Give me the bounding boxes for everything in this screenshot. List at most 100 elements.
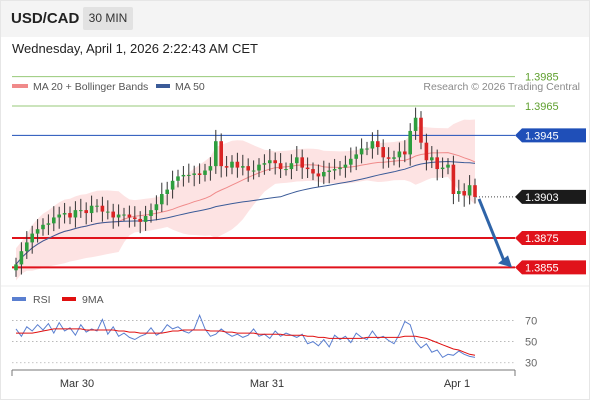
candle-body <box>30 233 34 243</box>
candle-body <box>435 157 439 170</box>
level-label-3: 1.3903 <box>525 192 559 204</box>
candle-body <box>397 151 402 158</box>
candle-body <box>311 169 315 174</box>
series-line-rsi <box>15 313 476 359</box>
x-tick-label-1: Mar 31 <box>250 378 284 390</box>
bollinger-band-area <box>16 119 475 281</box>
candle-body <box>316 173 321 177</box>
legend-label-rsi: RSI <box>33 294 51 306</box>
candle-body <box>230 161 234 168</box>
candle-body <box>462 191 466 196</box>
candle-body <box>289 163 294 170</box>
candle-body <box>192 173 196 175</box>
candle-body <box>392 157 396 159</box>
candle-body <box>327 170 331 172</box>
candle-body <box>413 117 418 131</box>
candle-body <box>203 170 207 175</box>
datetime-label: Wednesday, April 1, 2026 2:22:43 AM CET <box>12 41 258 56</box>
candle-body <box>268 160 272 164</box>
candle-body <box>127 214 132 218</box>
candle-body <box>41 224 45 230</box>
candle-body <box>165 189 169 194</box>
projection-arrow-shaft <box>477 198 507 264</box>
timeframe-badge[interactable]: 30 MIN <box>83 7 133 30</box>
candle-body <box>106 211 110 213</box>
legend-label-ma20: MA 20 + Bollinger Bands <box>33 81 148 93</box>
candle-body <box>241 166 245 168</box>
candle-body <box>473 185 477 197</box>
candle-body <box>84 210 88 214</box>
candle-body <box>133 217 137 219</box>
candle-body <box>73 210 78 218</box>
candle-body <box>305 167 310 170</box>
candle-body <box>403 151 407 155</box>
candle-body <box>62 213 67 215</box>
candle-body <box>138 218 142 222</box>
candle-body <box>251 170 256 172</box>
candle-body <box>143 216 148 222</box>
candle-body <box>14 264 18 271</box>
level-label-2: 1.3945 <box>525 130 559 142</box>
candle-body <box>257 164 261 171</box>
candle-body <box>68 213 72 218</box>
candle-body <box>359 148 364 155</box>
candle-body <box>35 229 40 234</box>
candle-body <box>187 174 191 176</box>
candle-body <box>95 205 99 207</box>
copyright-label: Research © 2026 Trading Central <box>423 81 580 93</box>
legend-swatch-ma50 <box>156 84 170 88</box>
candle-body <box>408 130 412 155</box>
candle-body <box>160 194 164 205</box>
candle-body <box>111 211 115 218</box>
legend-swatch-rsi <box>12 297 26 301</box>
rsi-tick-70: 70 <box>525 315 537 327</box>
projection-arrow-head <box>498 255 512 268</box>
candle-body <box>365 148 369 150</box>
legend-label-9ma: 9MA <box>82 294 104 306</box>
candle-body <box>322 172 326 177</box>
candle-body <box>57 214 61 218</box>
candle-body <box>370 141 375 149</box>
candle-body <box>214 141 218 167</box>
candle-body <box>300 157 304 168</box>
candle-body <box>376 141 380 148</box>
candle-body <box>149 210 153 216</box>
legend-swatch-9ma <box>62 297 76 301</box>
candle-body <box>170 180 175 190</box>
candle-body <box>89 205 94 214</box>
x-tick-label-0: Mar 30 <box>60 378 94 390</box>
candle-body <box>208 166 213 171</box>
candle-body <box>295 157 299 164</box>
candle-body <box>386 157 391 159</box>
candle-body <box>457 191 461 194</box>
candle-body <box>440 167 445 170</box>
header-bar: USD/CAD 30 MIN <box>0 0 590 37</box>
candle-body <box>235 161 240 168</box>
candle-body <box>430 157 434 161</box>
ma50-line <box>15 160 476 265</box>
candle-body <box>176 176 180 181</box>
legend-label-ma50: MA 50 <box>175 81 205 93</box>
legend-swatch-ma20 <box>12 84 28 88</box>
candle-body <box>154 204 159 211</box>
candle-body <box>46 223 51 225</box>
candle-body <box>116 214 121 218</box>
candle-body <box>25 242 29 252</box>
candle-body <box>100 205 105 212</box>
level-tag-4 <box>515 231 586 245</box>
candle-body <box>19 251 24 265</box>
candle-body <box>278 163 283 170</box>
candle-body <box>262 163 267 165</box>
level-label-5: 1.3855 <box>525 262 559 274</box>
candle-body <box>381 147 385 158</box>
candle-body <box>122 214 126 216</box>
candle-body <box>332 169 337 171</box>
level-label-4: 1.3875 <box>525 233 559 245</box>
candle-body <box>424 142 429 161</box>
candle-body <box>197 173 202 175</box>
rsi-tick-30: 30 <box>525 358 537 370</box>
level-tag-3 <box>515 189 586 204</box>
x-tick-label-2: Apr 1 <box>444 378 470 390</box>
candle-body <box>52 217 56 224</box>
